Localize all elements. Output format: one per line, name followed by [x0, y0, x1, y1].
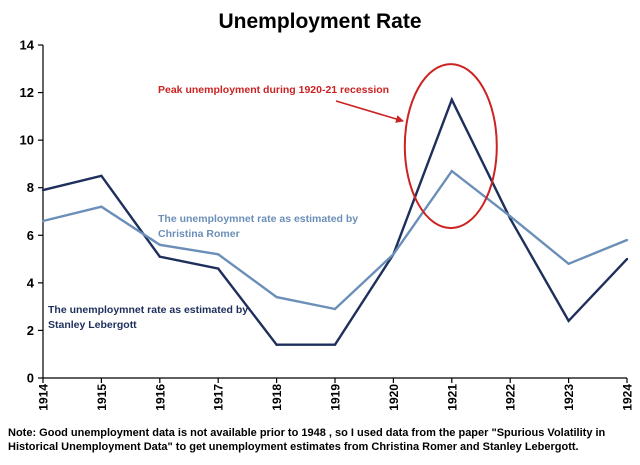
- x-tick-label: 1920: [387, 384, 401, 411]
- data-point: [450, 169, 453, 173]
- y-tick-label: 8: [27, 180, 34, 195]
- data-point: [100, 174, 103, 178]
- data-point: [275, 295, 278, 299]
- data-point: [567, 319, 570, 323]
- x-tick-label: 1921: [445, 384, 459, 411]
- data-point: [41, 188, 45, 192]
- y-tick-label: 4: [27, 275, 35, 290]
- data-point: [333, 307, 337, 311]
- data-point: [625, 238, 629, 242]
- series-label-2: The unemploymnet rate as estimated by Chr…: [158, 213, 358, 240]
- data-point: [158, 255, 161, 258]
- data-point: [625, 257, 629, 261]
- y-tick-label: 6: [27, 228, 34, 243]
- data-point: [392, 253, 395, 256]
- data-point: [217, 267, 220, 270]
- x-tick-label: 1917: [212, 384, 226, 411]
- series-labels: The unemploymnet rate as estimated by Sta…: [48, 213, 358, 331]
- series-label-line: Christina Romer: [158, 228, 240, 240]
- annotation-arrow: [335, 100, 404, 123]
- data-point: [333, 343, 337, 346]
- series-label-1: The unemploymnet rate as estimated by Sta…: [48, 304, 248, 331]
- series-label-line: Stanley Lebergott: [48, 319, 137, 331]
- x-tick-label: 1923: [562, 384, 576, 411]
- series-layer: [41, 96, 629, 346]
- y-tick-label: 0: [27, 371, 34, 386]
- footnote: Note: Good unemployment data is not avai…: [8, 427, 606, 453]
- data-point: [41, 219, 45, 223]
- y-tick-label: 10: [20, 133, 34, 148]
- y-tick-label: 12: [20, 85, 34, 100]
- x-tick-label: 1916: [153, 384, 167, 411]
- data-point: [158, 243, 161, 246]
- y-tick-label: 14: [20, 38, 35, 53]
- y-tick-label: 2: [27, 323, 34, 338]
- annotation: Peak unemployment during 1920-21 recessi…: [158, 63, 498, 230]
- data-point: [567, 262, 570, 266]
- peak-highlight-ellipse: [403, 63, 498, 230]
- series-line-2: [42, 169, 628, 311]
- x-tick-label: 1918: [270, 384, 284, 411]
- data-point: [509, 215, 512, 218]
- x-tick-label: 1922: [504, 384, 518, 411]
- data-point: [450, 98, 453, 101]
- series-label-line: The unemploymnet rate as estimated by: [158, 213, 358, 225]
- series-label-line: The unemploymnet rate as estimated by: [48, 304, 248, 316]
- data-point: [217, 253, 220, 256]
- data-point: [275, 343, 278, 346]
- data-point: [100, 205, 103, 208]
- annotation-text: Peak unemployment during 1920-21 recessi…: [158, 84, 389, 96]
- x-tick-label: 1919: [329, 384, 343, 411]
- x-tick-label: 1915: [95, 384, 109, 411]
- chart-title: Unemployment Rate: [218, 10, 421, 33]
- axes: 0 2 4 6 8 10 12 14 1914 1915 1916 1917 1918 1919 1920 1…: [20, 38, 635, 411]
- x-tick-label: 1914: [37, 384, 51, 411]
- x-tick-label: 1924: [621, 384, 635, 411]
